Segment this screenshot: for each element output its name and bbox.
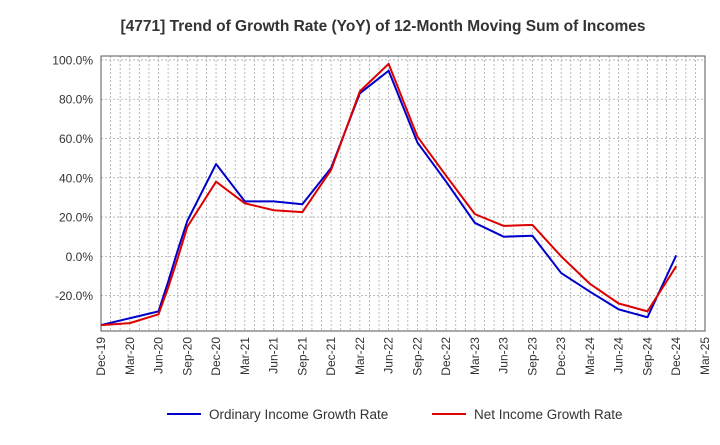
y-tick-label: 20.0% <box>59 211 93 225</box>
y-tick-label: 0.0% <box>66 250 94 264</box>
x-tick-label: Mar-25 <box>698 337 712 375</box>
x-tick-label: Sep-24 <box>640 337 654 376</box>
y-tick-label: 40.0% <box>59 171 93 185</box>
x-tick-label: Jun-21 <box>267 337 281 374</box>
chart-title: [4771] Trend of Growth Rate (YoY) of 12-… <box>120 18 645 35</box>
x-tick-label: Dec-24 <box>669 337 683 376</box>
x-tick-label: Dec-22 <box>439 337 453 376</box>
x-tick-label: Jun-20 <box>152 337 166 374</box>
series-line-1 <box>100 62 678 327</box>
x-tick-label: Mar-21 <box>238 337 252 375</box>
x-tick-label: Sep-20 <box>180 337 194 376</box>
y-axis: 100.0% 80.0% 60.0% 40.0% 20.0% 0.0% -20.0% <box>52 53 93 303</box>
x-tick-label: Sep-21 <box>295 337 309 376</box>
x-tick-label: Dec-21 <box>324 337 338 376</box>
plot-frame <box>100 55 706 332</box>
y-tick-label: -20.0% <box>55 289 93 303</box>
y-tick-label: 100.0% <box>52 53 93 67</box>
x-tick-label: Mar-20 <box>123 337 137 375</box>
x-axis: Dec-19 Mar-20 Jun-20 Sep-20 Dec-20 Mar-21 Jun-… <box>94 337 712 376</box>
x-tick-label: Jun-22 <box>382 337 396 374</box>
grid <box>101 56 705 331</box>
x-tick-label: Jun-24 <box>612 337 626 374</box>
x-tick-label: Dec-19 <box>94 337 108 376</box>
x-tick-label: Sep-22 <box>410 337 424 376</box>
legend-label-ordinary-income: Ordinary Income Growth Rate <box>209 407 388 422</box>
series-lines <box>100 62 678 327</box>
x-tick-label: Dec-20 <box>209 337 223 376</box>
legend: Ordinary Income Growth Rate Net Income G… <box>167 407 623 422</box>
x-tick-label: Dec-23 <box>554 337 568 376</box>
x-tick-label: Mar-24 <box>583 337 597 375</box>
x-tick-label: Jun-23 <box>497 337 511 374</box>
x-tick-label: Mar-23 <box>468 337 482 375</box>
y-tick-label: 80.0% <box>59 93 93 107</box>
legend-label-net-income: Net Income Growth Rate <box>474 407 623 422</box>
x-tick-label: Mar-22 <box>353 337 367 375</box>
y-tick-label: 60.0% <box>59 132 93 146</box>
x-tick-label: Sep-23 <box>525 337 539 376</box>
